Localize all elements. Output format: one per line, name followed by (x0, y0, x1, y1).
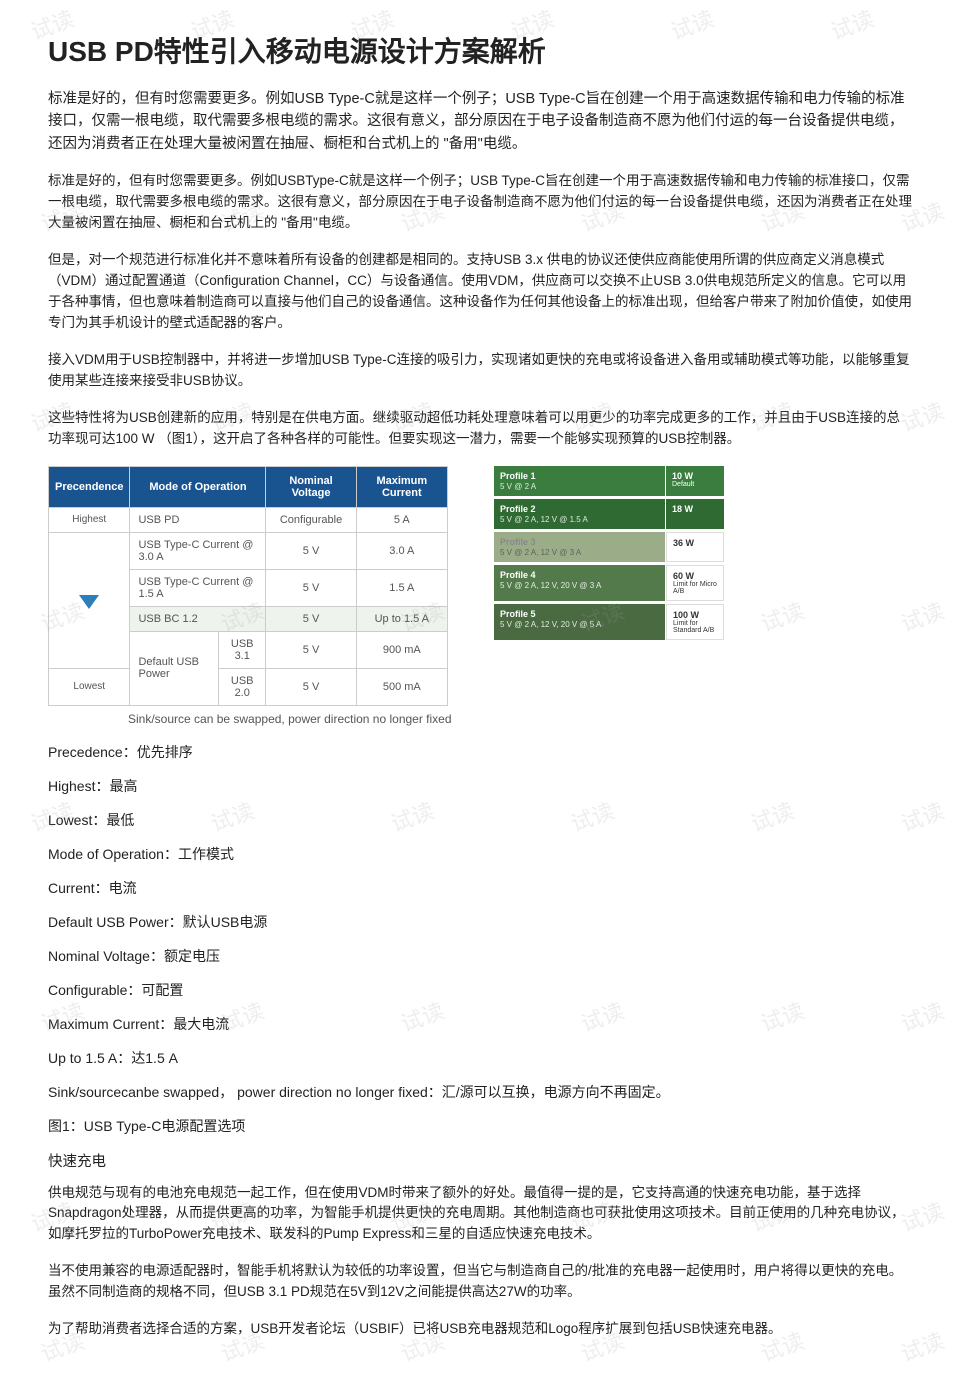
definition-line: Nominal Voltage：额定电压 (48, 946, 912, 966)
profile-row: Profile 55 V @ 2 A, 12 V, 20 V @ 5 A100 … (494, 604, 724, 640)
figure-caption: Sink/source can be swapped, power direct… (48, 712, 912, 726)
paragraph-4: 接入VDM用于USB控制器中，并将进一步增加USB Type-C连接的吸引力，实… (48, 350, 912, 392)
profile-label: Profile 55 V @ 2 A, 12 V, 20 V @ 5 A (494, 604, 666, 640)
subheading-fast-charge: 快速充电 (48, 1150, 912, 1171)
cell-nv: 5 V (266, 569, 356, 606)
paragraph-7: 当不使用兼容的电源适配器时，智能手机将默认为较低的功率设置，但当它与制造商自己的… (48, 1261, 912, 1303)
profile-watt: 36 W (666, 532, 724, 562)
definition-line: Highest：最高 (48, 776, 912, 796)
figure-1: Precendence Mode of Operation Nominal Vo… (48, 466, 912, 706)
paragraph-8: 为了帮助消费者选择合适的方案，USB开发者论坛（USBIF）已将USB充电器规范… (48, 1319, 912, 1340)
profile-label: Profile 25 V @ 2 A, 12 V @ 1.5 A (494, 499, 666, 529)
definition-line: Current：电流 (48, 878, 912, 898)
table-row: USB Type-C Current @ 3.0 A 5 V 3.0 A (49, 532, 448, 569)
profile-row: Profile 25 V @ 2 A, 12 V @ 1.5 A18 W (494, 499, 724, 529)
table-row: Highest USB PD Configurable 5 A (49, 507, 448, 532)
down-arrow-icon (79, 595, 99, 609)
definition-line: Up to 1.5 A：达1.5 A (48, 1048, 912, 1068)
paragraph-3: 但是，对一个规范进行标准化并不意味着所有设备的创建都是相同的。支持USB 3.x… (48, 250, 912, 334)
cell-nv: 5 V (266, 668, 356, 705)
profile-row: Profile 15 V @ 2 A10 WDefault (494, 466, 724, 496)
lowest-label: Lowest (49, 668, 130, 705)
paragraph-6: 供电规范与现有的电池充电规范一起工作，但在使用VDM时带来了额外的好处。最值得一… (48, 1183, 912, 1246)
cell-mode: USB BC 1.2 (130, 606, 266, 631)
cell-sub: USB 2.0 (218, 668, 265, 705)
profile-label: Profile 15 V @ 2 A (494, 466, 666, 496)
profiles-panel: Profile 15 V @ 2 A10 WDefaultProfile 25 … (494, 466, 724, 643)
definition-line: Sink/sourcecanbe swapped， power directio… (48, 1082, 912, 1102)
cell-sub: USB 3.1 (218, 631, 265, 668)
highest-label: Highest (49, 507, 130, 532)
profile-watt: 18 W (666, 499, 724, 529)
profile-row: Profile 45 V @ 2 A, 12 V, 20 V @ 3 A60 W… (494, 565, 724, 601)
page-title: USB PD特性引入移动电源设计方案解析 (48, 30, 912, 70)
definition-line: Maximum Current：最大电流 (48, 1014, 912, 1034)
profile-watt: 100 WLimit for Standard A/B (666, 604, 724, 640)
profile-label: Profile 35 V @ 2 A, 12 V @ 3 A (494, 532, 666, 562)
cell-mc: 1.5 A (356, 569, 447, 606)
paragraph-1: 标准是好的，但有时您需要更多。例如USB Type-C就是这样一个例子；USB … (48, 88, 912, 155)
definition-line: Lowest：最低 (48, 810, 912, 830)
paragraph-2: 标准是好的，但有时您需要更多。例如USBType-C就是这样一个例子；USB T… (48, 171, 912, 234)
precedence-table: Precendence Mode of Operation Nominal Vo… (48, 466, 448, 706)
definition-line: Mode of Operation：工作模式 (48, 844, 912, 864)
th-current: Maximum Current (356, 466, 447, 507)
cell-mode: USB PD (130, 507, 266, 532)
cell-mc: Up to 1.5 A (356, 606, 447, 631)
th-voltage: Nominal Voltage (266, 466, 356, 507)
cell-mode: USB Type-C Current @ 1.5 A (130, 569, 266, 606)
cell-nv: 5 V (266, 532, 356, 569)
cell-mc: 500 mA (356, 668, 447, 705)
cell-mode: USB Type-C Current @ 3.0 A (130, 532, 266, 569)
cell-nv: 5 V (266, 631, 356, 668)
cell-nv: Configurable (266, 507, 356, 532)
table-header-row: Precendence Mode of Operation Nominal Vo… (49, 466, 448, 507)
profile-label: Profile 45 V @ 2 A, 12 V, 20 V @ 3 A (494, 565, 666, 601)
paragraph-5: 这些特性将为USB创建新的应用，特别是在供电方面。继续驱动超低功耗处理意味着可以… (48, 408, 912, 450)
definition-line: Configurable：可配置 (48, 980, 912, 1000)
cell-mode: Default USB Power (130, 631, 219, 705)
profile-watt: 10 WDefault (666, 466, 724, 496)
profile-watt: 60 WLimit for Micro A/B (666, 565, 724, 601)
cell-mc: 900 mA (356, 631, 447, 668)
definition-line: 图1：USB Type-C电源配置选项 (48, 1116, 912, 1136)
profile-row: Profile 35 V @ 2 A, 12 V @ 3 A36 W (494, 532, 724, 562)
arrow-cell (49, 532, 130, 668)
definition-line: Precedence：优先排序 (48, 742, 912, 762)
th-mode: Mode of Operation (130, 466, 266, 507)
cell-mc: 3.0 A (356, 532, 447, 569)
table-row: Lowest USB 2.0 5 V 500 mA (49, 668, 448, 705)
th-precedence: Precendence (49, 466, 130, 507)
cell-nv: 5 V (266, 606, 356, 631)
cell-mc: 5 A (356, 507, 447, 532)
definition-line: Default USB Power：默认USB电源 (48, 912, 912, 932)
